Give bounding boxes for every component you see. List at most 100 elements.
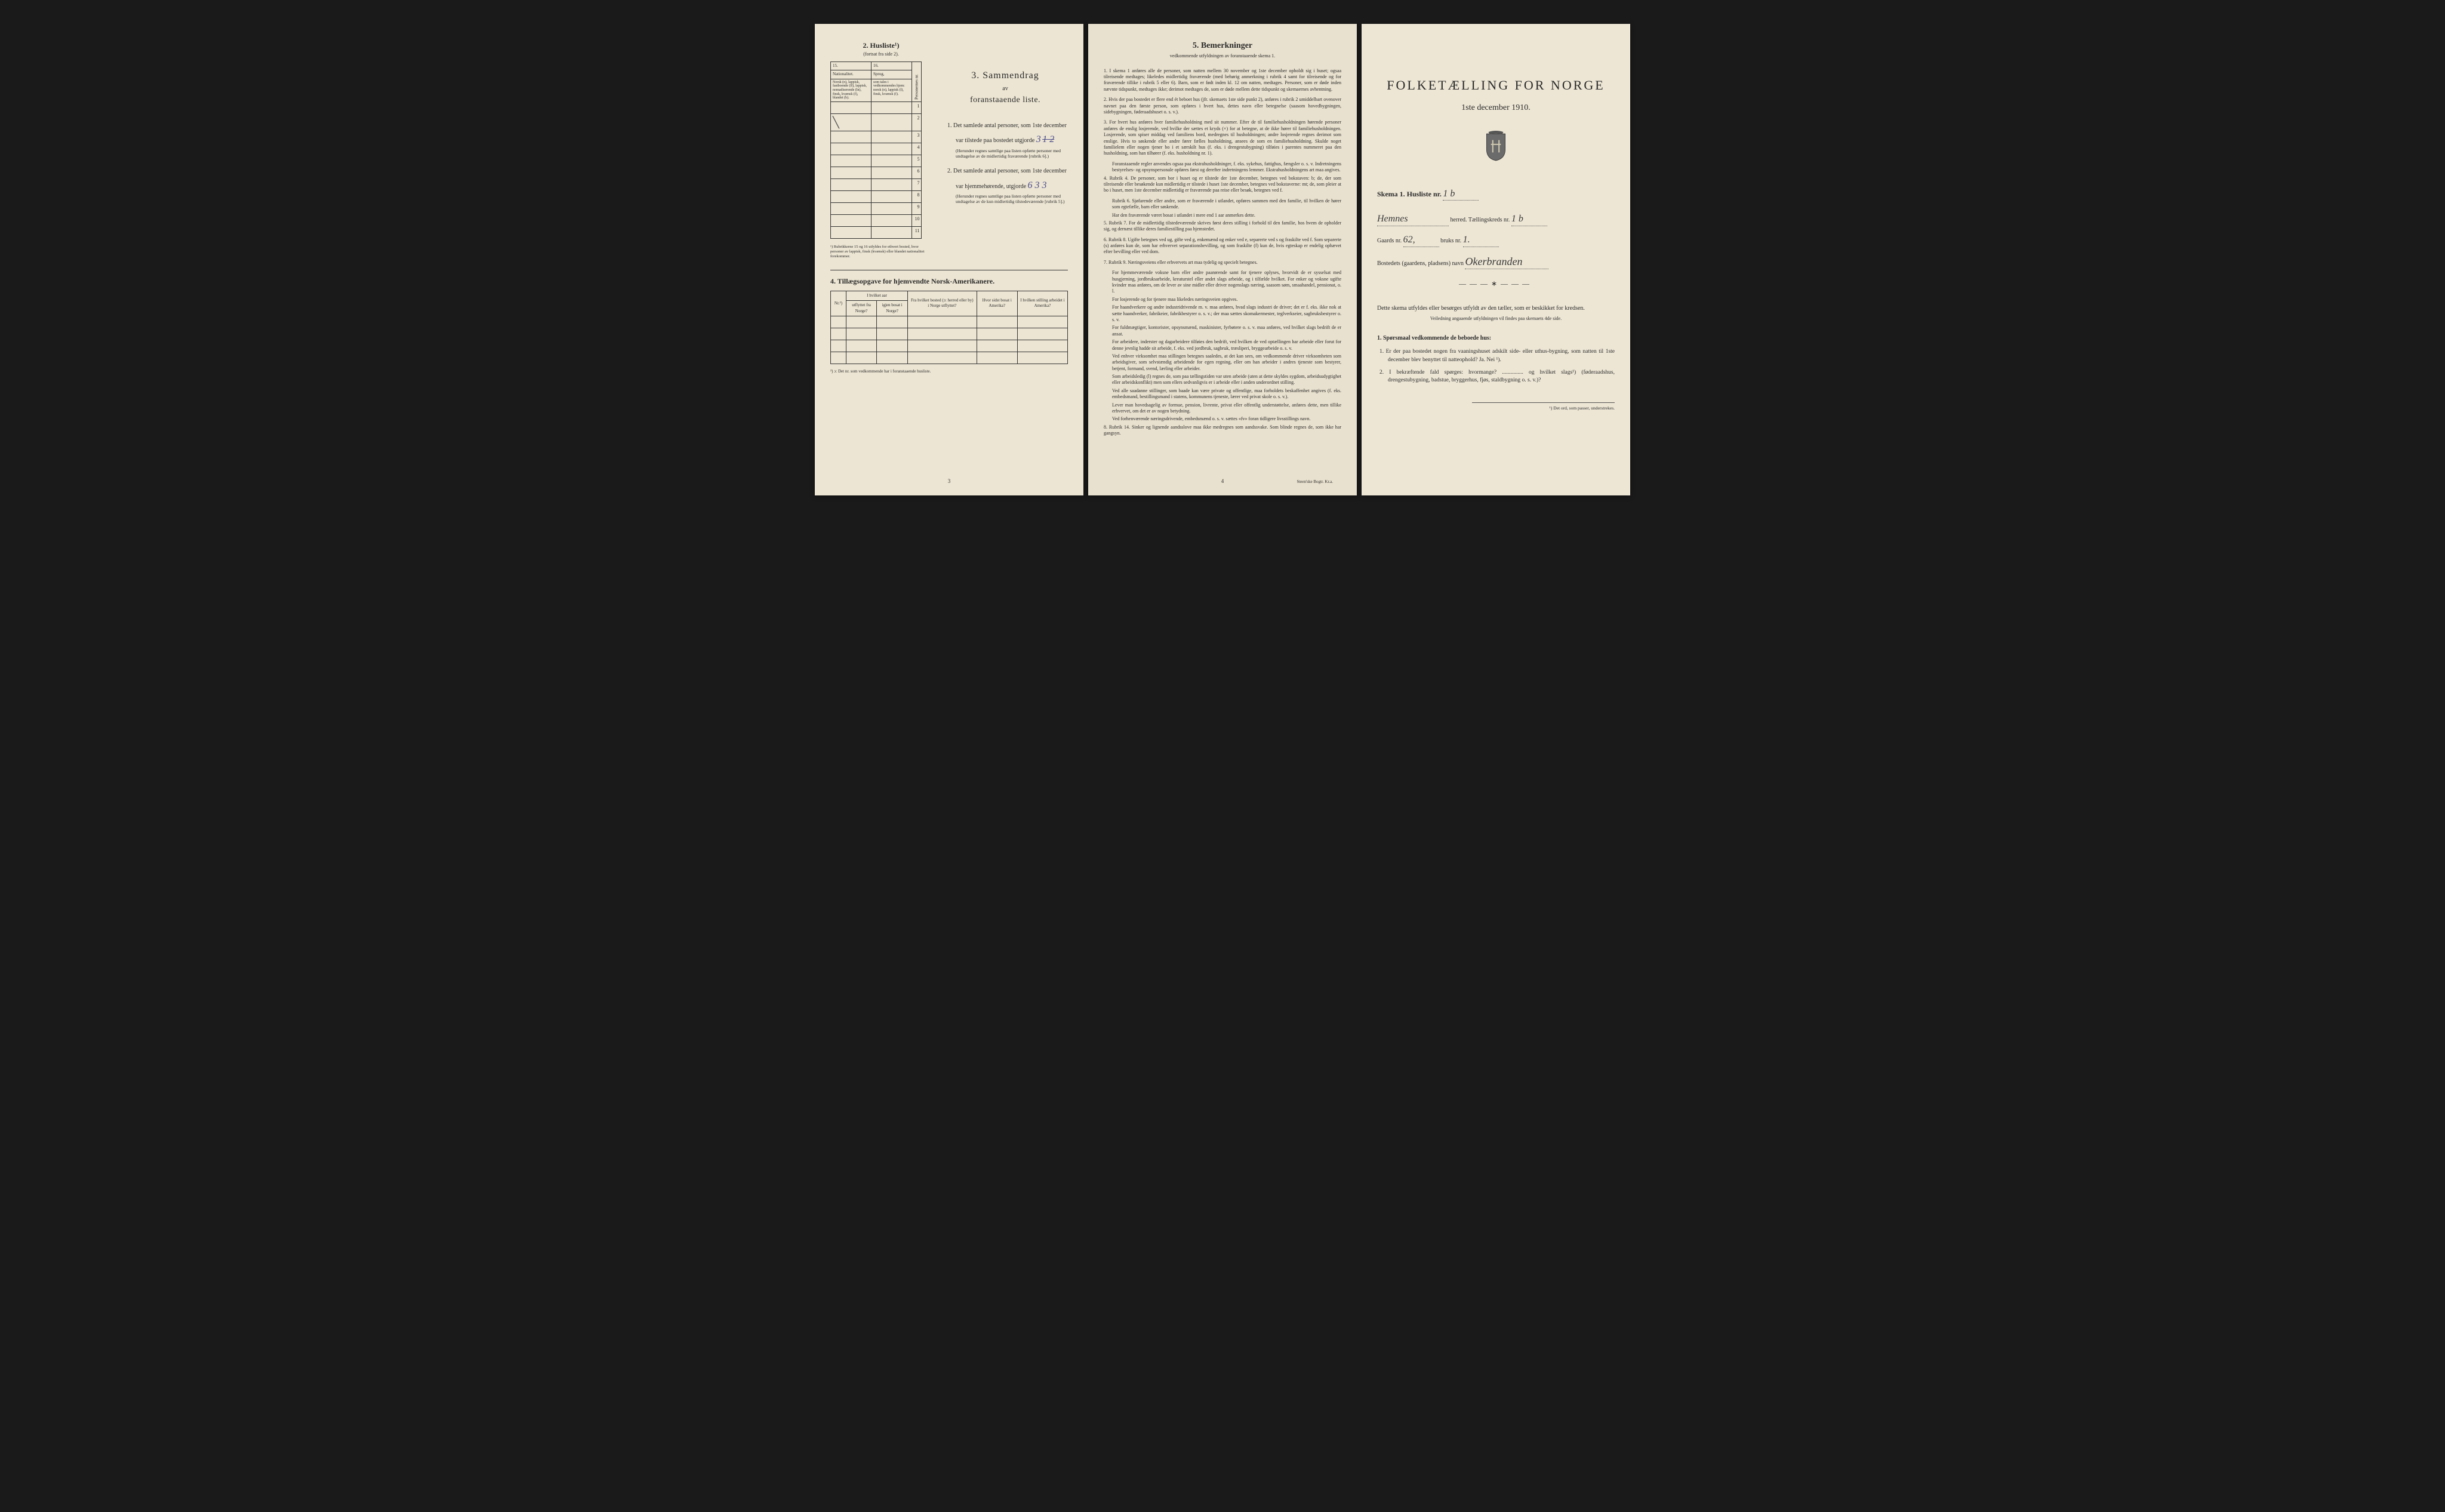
remark-7f: For arbeidere, inderster og dagarbeidere… [1112,339,1341,352]
t4-r4c2 [846,352,877,364]
t4-r3c4 [908,340,977,352]
gaard-line: Gaards nr. 62, bruks nr. 1. [1377,233,1615,247]
section4-title: 4. Tillægsopgave for hjemvendte Norsk-Am… [830,276,1068,286]
t4-r1c2 [846,316,877,328]
row-4: 4 [912,143,922,155]
gaard-label: Gaards nr. [1377,238,1402,244]
t4-r4c1 [831,352,846,364]
col-15-num: 15. [831,61,872,70]
cell-15-5 [831,155,872,167]
main-date: 1ste december 1910. [1377,103,1615,114]
remark-4b: Rubrik 6. Sjøfarende eller andre, som er… [1112,198,1341,211]
cell-15-8 [831,191,872,203]
crest-icon [1377,131,1615,164]
husliste-footnote: ¹) Rubrikkerne 15 og 16 utfyldes for eth… [830,245,932,258]
herred-value: Hemnes [1377,213,1449,226]
summary-1-note: (Herunder regnes samtlige paa listen opf… [943,148,1068,159]
cell-16-3 [872,131,912,143]
t4-r3c6 [1017,340,1067,352]
t4-h-bosat: igjen bosat i Norge? [877,301,908,316]
cell-15-6 [831,167,872,179]
skema-label: Skema 1. Husliste nr. [1377,190,1442,198]
husliste-table: 15. 16. Personernes nr. Nationalitet. Sp… [830,61,922,239]
cell-16-6 [872,167,912,179]
remark-8: 8. Rubrik 14. Sinker og lignende aandssl… [1104,424,1341,437]
cell-15-3 [831,131,872,143]
table-4: Nr.²) I hvilket aar Fra hvilket bosted (… [830,291,1068,364]
question-header: 1. Spørsmaal vedkommende de beboede hus: [1377,334,1615,343]
remark-7j: Lever man hovedsagelig av formue, pensio… [1112,402,1341,415]
t4-r3c3 [877,340,908,352]
cell-16-7 [872,179,912,191]
remark-7e: For fuldmægtiger, kontorister, opsynsmæn… [1112,325,1341,337]
row-5: 5 [912,155,922,167]
remark-7g: Ved enhver virksomhet maa stillingen bet… [1112,353,1341,372]
col-15-desc: Norsk (n), lappisk, fastboende (lf), lap… [831,79,872,101]
main-title: FOLKETÆLLING FOR NORGE [1377,76,1615,94]
cell-15-4 [831,143,872,155]
summary-item-2: 2. Det samlede antal personer, som 1ste … [943,167,1068,175]
summary-2-text: var hjemmehørende, utgjorde [956,183,1026,190]
t4-r2c2 [846,328,877,340]
cell-16-8 [872,191,912,203]
gaard-value: 62, [1403,233,1439,247]
col-16-head: Sprog, [872,70,912,79]
row-9: 9 [912,203,922,215]
remark-7i: Ved alle saadanne stillinger, som baade … [1112,388,1341,401]
remark-7: 7. Rubrik 9. Næringsveiens eller erhverv… [1104,260,1341,266]
section4-footnote: ²) ɔ: Det nr. som vedkommende har i fora… [830,369,1068,374]
bosted-label: Bostedets (gaardens, pladsens) navn [1377,260,1464,267]
bosted-value: Okerbranden [1465,254,1548,269]
printer-credit: Steen'ske Bogtr. Kr.a. [1297,479,1333,485]
cell-15-1 [831,101,872,113]
row-1: 1 [912,101,922,113]
t4-h-nr: Nr.²) [831,291,846,316]
col-person-nr: Personernes nr. [912,61,922,101]
remark-5: 5. Rubrik 7. For de midlertidig tilstede… [1104,220,1341,233]
remarks-list: 1. I skema 1 anføres alle de personer, s… [1104,68,1341,437]
bruk-value: 1. [1463,233,1499,247]
decoration-divider: ———∗——— [1377,279,1615,288]
row-8: 8 [912,191,922,203]
remark-7c: For losjerende og for tjenere maa likele… [1112,297,1341,303]
summary-1-strike: 1 2 [1042,134,1054,144]
remark-3b: Foranstaaende regler anvendes ogsaa paa … [1112,161,1341,174]
page-1: 2. Husliste¹) (fortsat fra side 2). 15. … [815,24,1083,495]
t4-r1c5 [977,316,1017,328]
t4-r4c4 [908,352,977,364]
page-number-3: 3 [815,478,1083,485]
cell-16-4 [872,143,912,155]
remark-7d: For haandverkere og andre industridriven… [1112,304,1341,323]
herred-label: herred. Tællingskreds nr. [1451,217,1510,223]
t4-h-hvor: Hvor sidst bosat i Amerika? [977,291,1017,316]
t4-r1c4 [908,316,977,328]
t4-r2c5 [977,328,1017,340]
t4-r4c5 [977,352,1017,364]
section3-title: 3. Sammendrag [943,69,1068,82]
cell-16-2 [872,113,912,131]
t4-h-utflyttet: utflyttet fra Norge? [846,301,877,316]
husliste-title: 2. Husliste¹) [830,41,932,50]
section-3: 3. Sammendrag av foranstaaende liste. 1.… [943,41,1068,259]
remark-2: 2. Hvis der paa bostedet er flere end ét… [1104,97,1341,115]
t4-r2c6 [1017,328,1067,340]
cell-16-9 [872,203,912,215]
bruk-label: bruks nr. [1440,238,1461,244]
summary-line-2: var hjemmehørende, utgjorde 6 3 3 [943,179,1068,192]
husliste-subtitle: (fortsat fra side 2). [830,51,932,58]
intro-text-1: Dette skema utfyldes eller besørges utfy… [1377,304,1615,313]
col-16-num: 16. [872,61,912,70]
cell-15-7 [831,179,872,191]
cell-15-11 [831,227,872,239]
section3-sub2: foranstaaende liste. [943,95,1068,106]
summary-2-value: 6 3 3 [1028,180,1047,190]
remark-7b: For hjemmeværende voksne barn eller andr… [1112,270,1341,295]
section5-subtitle: vedkommende utfyldningen av foranstaaend… [1104,53,1341,60]
page1-top-row: 2. Husliste¹) (fortsat fra side 2). 15. … [830,41,1068,259]
row-6: 6 [912,167,922,179]
coat-of-arms-svg [1483,131,1508,162]
cell-15-10 [831,215,872,227]
t4-r1c1 [831,316,846,328]
col-15-head: Nationalitet. [831,70,872,79]
cell-16-10 [872,215,912,227]
